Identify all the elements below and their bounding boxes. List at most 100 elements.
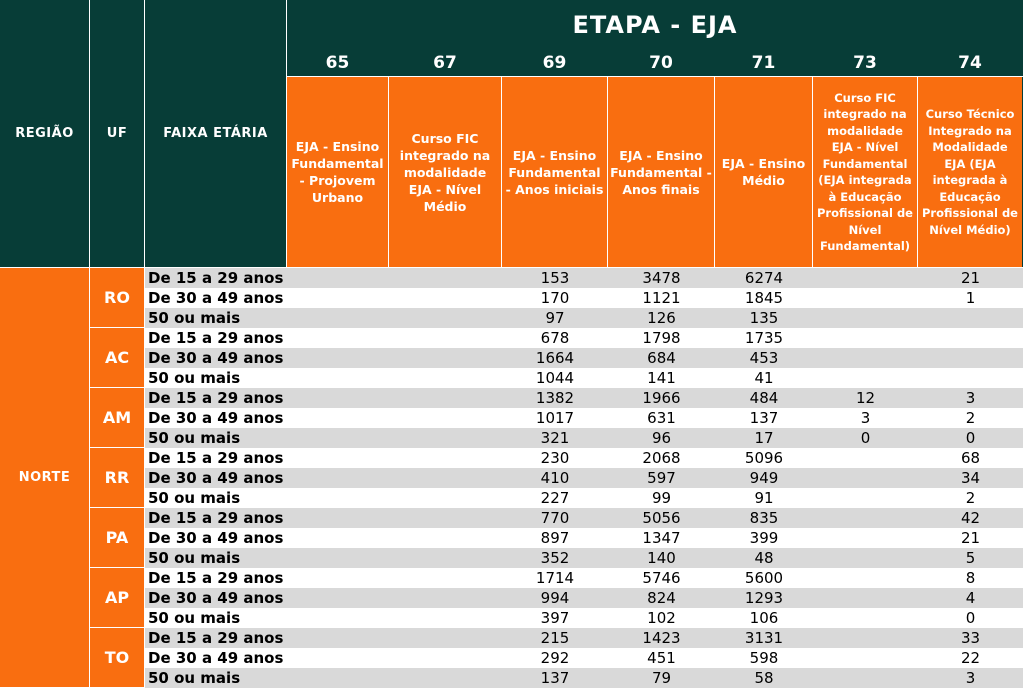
value-cell: 5056 (642, 509, 681, 527)
value-cell: 21 (960, 269, 981, 287)
value-cell: 79 (651, 669, 672, 687)
faixa-etaria-cell: 50 ou mais (148, 309, 241, 327)
value-cell (287, 548, 389, 568)
value-cell (813, 668, 918, 688)
value-cell: 68 (960, 449, 981, 467)
value-cell (389, 428, 502, 448)
column-code: 69 (542, 53, 567, 73)
value-cell (813, 568, 918, 588)
value-cell (287, 508, 389, 528)
value-cell: 1714 (535, 569, 575, 587)
table-row: De 15 a 29 anos 230 2068 5096 68 (145, 448, 1023, 468)
value-cell: 3 (965, 669, 976, 687)
value-cell: 0 (965, 429, 976, 447)
value-cell (813, 628, 918, 648)
value-cell: 41 (754, 369, 774, 387)
value-cell: 106 (749, 609, 779, 627)
value-cell: 170 (540, 289, 570, 307)
value-cell: 684 (647, 349, 676, 367)
value-cell (287, 588, 389, 608)
uf-cell: RO (90, 268, 144, 327)
faixa-etaria-cell: De 15 a 29 anos (148, 389, 284, 407)
value-cell: 3 (965, 389, 976, 407)
faixa-etaria-cell: 50 ou mais (148, 369, 241, 387)
value-cell: 949 (749, 469, 779, 487)
value-cell: 96 (651, 429, 672, 447)
value-cell (389, 548, 502, 568)
value-cell: 897 (540, 529, 570, 547)
table-row: 50 ou mais 1044 141 41 (145, 368, 1023, 388)
value-cell: 140 (647, 549, 676, 567)
uf-cell: AP (90, 568, 144, 627)
value-cell (287, 348, 389, 368)
value-cell: 135 (749, 309, 779, 327)
value-cell: 22 (960, 649, 981, 667)
grid-line (607, 77, 608, 267)
value-cell (287, 568, 389, 588)
value-cell (287, 288, 389, 308)
value-cell: 3 (860, 409, 871, 427)
table-row: 50 ou mais 321 96 17 0 0 (145, 428, 1023, 448)
column-description: EJA - Ensino Fundamental - Anos iniciais (502, 77, 607, 267)
faixa-etaria-cell: De 30 a 49 anos (148, 349, 284, 367)
column-code: 70 (649, 53, 673, 73)
value-cell: 1 (965, 289, 976, 307)
value-cell: 102 (647, 609, 676, 627)
value-cell: 42 (960, 509, 981, 527)
value-cell: 2 (965, 409, 976, 427)
table-row: De 30 a 49 anos 1664 684 453 (145, 348, 1023, 368)
value-cell: 1044 (535, 369, 575, 387)
column-description: EJA - Ensino Fundamental - Projovem Urba… (287, 77, 388, 267)
column-code: 67 (433, 53, 457, 73)
uf-cell: TO (90, 628, 144, 687)
grid-line (90, 507, 144, 508)
value-cell: 597 (647, 469, 676, 487)
value-cell (287, 268, 389, 288)
table-row: De 15 a 29 anos 678 1798 1735 (145, 328, 1023, 348)
value-cell: 631 (647, 409, 676, 427)
grid-line (714, 77, 715, 267)
column-code: 74 (958, 53, 982, 73)
value-cell (287, 308, 389, 328)
grid-line (286, 0, 287, 267)
value-cell (389, 288, 502, 308)
value-cell: 12 (855, 389, 876, 407)
faixa-etaria-cell: De 15 a 29 anos (148, 629, 284, 647)
value-cell (813, 528, 918, 548)
faixa-etaria-cell: De 30 a 49 anos (148, 469, 284, 487)
value-cell: 2 (965, 489, 976, 507)
value-cell: 1382 (535, 389, 575, 407)
grid-line (90, 387, 144, 388)
table-row: 50 ou mais 97 126 135 (145, 308, 1023, 328)
value-cell: 4 (965, 589, 976, 607)
table-row: De 30 a 49 anos 410 597 949 34 (145, 468, 1023, 488)
value-cell: 598 (749, 649, 779, 667)
value-cell: 352 (540, 549, 570, 567)
value-cell (813, 288, 918, 308)
value-cell: 1121 (642, 289, 681, 307)
value-cell (287, 488, 389, 508)
header-etapa: ETAPA - EJA (572, 11, 738, 39)
faixa-etaria-cell: 50 ou mais (148, 429, 241, 447)
value-cell (389, 648, 502, 668)
value-cell (389, 368, 502, 388)
value-cell: 5 (965, 549, 976, 567)
value-cell: 451 (647, 649, 676, 667)
table-row: De 15 a 29 anos 215 1423 3131 33 (145, 628, 1023, 648)
table-row: 50 ou mais 352 140 48 5 (145, 548, 1023, 568)
regiao-cell: NORTE (0, 268, 89, 687)
value-cell: 17 (754, 429, 774, 447)
value-cell: 34 (960, 469, 981, 487)
value-cell: 215 (540, 629, 570, 647)
value-cell: 835 (749, 509, 779, 527)
value-cell (813, 508, 918, 528)
table-row: De 30 a 49 anos 897 1347 399 21 (145, 528, 1023, 548)
value-cell (813, 468, 918, 488)
value-cell: 0 (965, 609, 976, 627)
value-cell: 141 (647, 369, 676, 387)
value-cell: 292 (540, 649, 570, 667)
value-cell (389, 528, 502, 548)
table-row: De 15 a 29 anos 153 3478 6274 21 (145, 268, 1023, 288)
value-cell: 33 (960, 629, 981, 647)
value-cell (389, 508, 502, 528)
